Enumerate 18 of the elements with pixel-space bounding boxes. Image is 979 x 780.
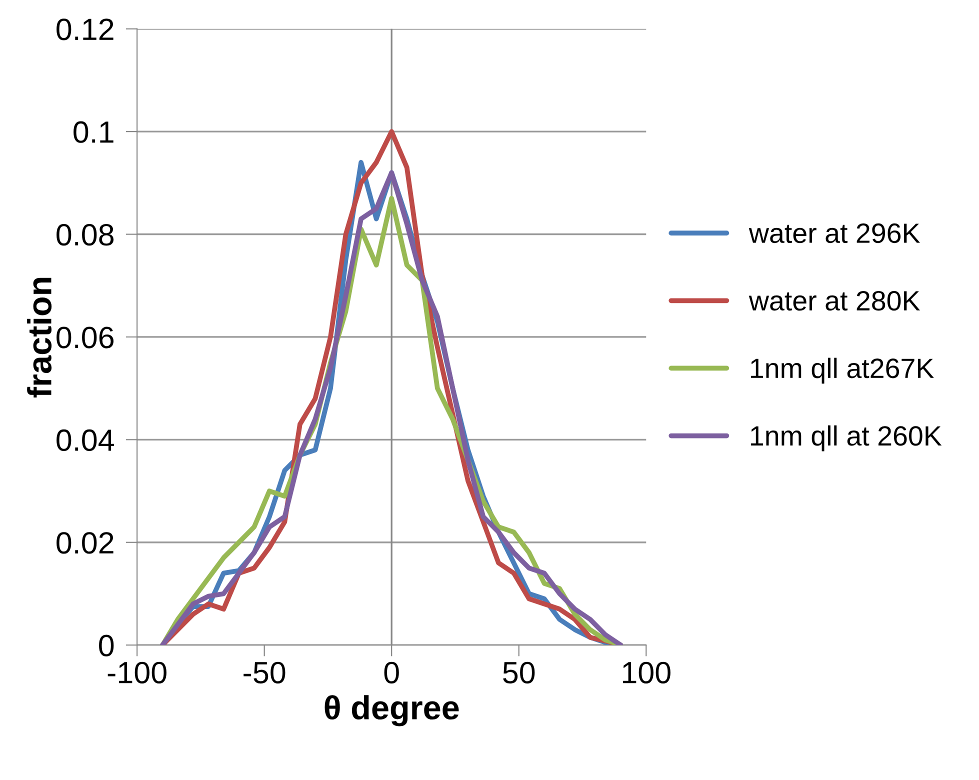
y-tick-label: 0.02 (56, 532, 114, 554)
x-tick-label: 100 (622, 662, 670, 684)
y-tick-label: 0.06 (56, 326, 114, 348)
legend-label: 1nm qll at267K (751, 358, 934, 384)
y-axis-title: fraction (27, 278, 52, 398)
legend-label: water at 280K (748, 290, 920, 311)
legend-label: water at 296K (748, 223, 920, 244)
y-tick-label: 0.04 (56, 429, 114, 452)
x-tick-label: -50 (244, 662, 286, 684)
x-tick-label: 0 (384, 662, 399, 684)
x-tick-label: 50 (503, 662, 535, 684)
y-tick-label: 0 (99, 634, 114, 656)
x-tick-label: -100 (108, 662, 166, 684)
legend-label: 1nm qll at 260K (751, 425, 942, 452)
y-tick-label: 0.12 (56, 18, 114, 40)
x-axis-title: θ degree (324, 695, 459, 726)
y-tick-label: 0.1 (74, 121, 114, 143)
y-tick-label: 0.08 (56, 224, 114, 246)
